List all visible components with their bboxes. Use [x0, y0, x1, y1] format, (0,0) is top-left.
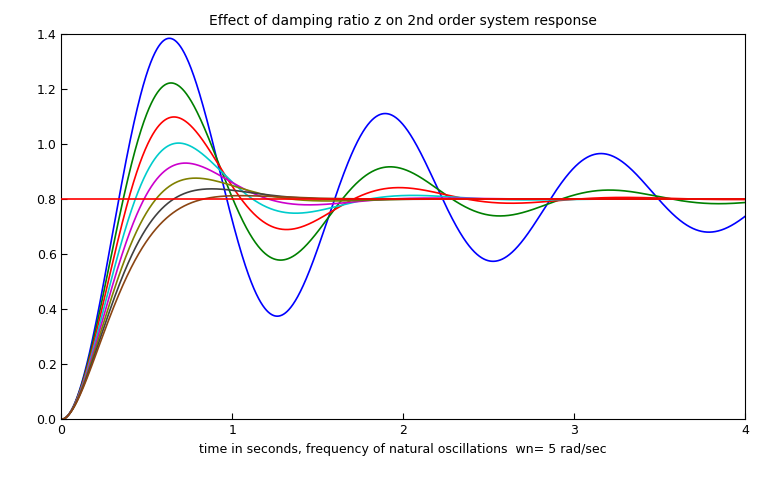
- X-axis label: time in seconds, frequency of natural oscillations  wn= 5 rad/sec: time in seconds, frequency of natural os…: [200, 443, 607, 456]
- Title: Effect of damping ratio z on 2nd order system response: Effect of damping ratio z on 2nd order s…: [209, 14, 598, 28]
